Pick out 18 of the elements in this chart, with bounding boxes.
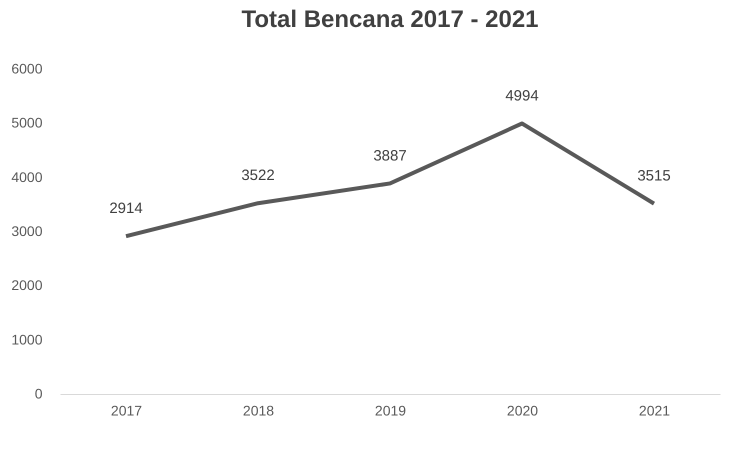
- x-tick-label: 2017: [110, 402, 142, 418]
- x-tick-label: 2018: [242, 402, 274, 418]
- chart-title: Total Bencana 2017 - 2021: [241, 6, 539, 33]
- y-tick-label: 0: [34, 386, 43, 402]
- data-label: 3522: [241, 167, 275, 184]
- x-tick-label: 2021: [638, 402, 670, 418]
- y-tick-label: 2000: [11, 277, 43, 294]
- x-tick-label: 2020: [506, 402, 538, 418]
- y-tick-label: 1000: [11, 331, 43, 348]
- x-tick-label: 2019: [374, 402, 406, 418]
- y-tick-label: 4000: [11, 168, 43, 185]
- data-label: 3887: [373, 147, 407, 164]
- y-tick-label: 5000: [11, 114, 43, 131]
- data-label: 2914: [109, 200, 143, 218]
- data-label: 4994: [505, 87, 539, 104]
- y-tick-label: 3000: [11, 223, 43, 239]
- y-tick-label: 6000: [11, 60, 43, 76]
- data-label: 3515: [637, 168, 671, 185]
